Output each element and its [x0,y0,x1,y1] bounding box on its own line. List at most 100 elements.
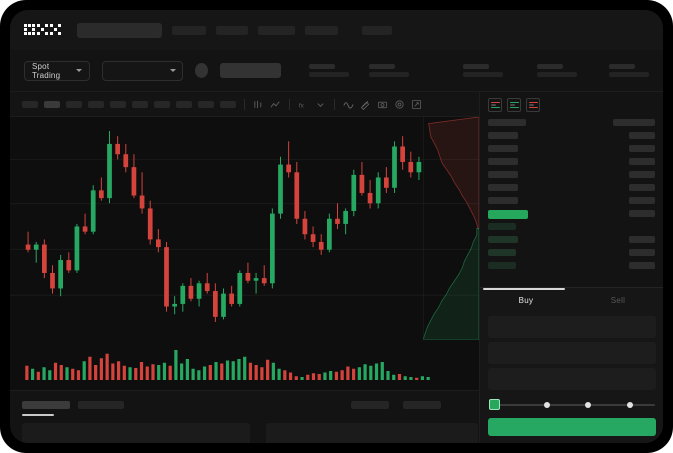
orderbook-amount-cell [629,184,655,191]
orderbook-mode-bar [509,101,519,104]
slider-step-50[interactable] [585,401,592,408]
orderbook-last-price-row[interactable] [488,209,655,219]
okx-logo-k [37,23,48,35]
order-price-field[interactable] [488,316,656,338]
settings-gear-icon[interactable] [394,99,405,110]
slider-step-75[interactable] [626,401,633,408]
orderbook-row[interactable] [488,183,655,192]
order-amount-field[interactable] [488,342,656,364]
orderbook-row[interactable] [488,261,655,270]
nav-item-2[interactable] [216,25,248,35]
timeframe-button-10[interactable] [220,100,236,108]
orderbook-amount-cell [629,249,655,256]
stat-24h-high [463,64,503,77]
orderbook-row[interactable] [488,144,655,153]
orderbook-amount-cell [629,158,655,165]
candlestick-chart-icon[interactable] [253,99,264,110]
fullscreen-icon[interactable] [411,99,422,110]
top-navigation-bar [10,10,663,50]
orderbook-amount-cell [629,145,655,152]
orderbook-row[interactable] [488,222,655,231]
toolbar-divider [289,98,290,110]
bottom-action-2[interactable] [403,401,441,409]
pair-select-dropdown[interactable] [102,60,184,81]
orderbook-row[interactable] [488,118,655,127]
slider-handle[interactable] [489,399,500,410]
buy-tab-active-underline [483,288,565,290]
orderbook-row[interactable] [488,170,655,179]
orderbook-price-cell [488,262,516,269]
line-chart-icon[interactable] [270,99,281,110]
timeframe-button-7[interactable] [154,100,170,108]
orderbook-and-form-column: Buy Sell [479,92,663,443]
wave-chart-icon[interactable] [343,99,354,110]
orderbook-price-cell [488,197,518,204]
orderbook-rows[interactable] [480,116,663,270]
price-chart-area[interactable] [10,117,479,390]
chevron-down-icon [170,69,177,72]
okx-logo[interactable] [24,23,61,37]
orderbook-row[interactable] [488,248,655,257]
slider-step-25[interactable] [543,401,550,408]
bottom-tab-order-history[interactable] [78,401,124,409]
buy-sell-tabs: Buy Sell [480,288,663,312]
orders-bottom-panel [10,390,479,443]
chart-toolbar: fx [10,92,479,117]
tab-sell[interactable]: Sell [610,295,626,305]
ruler-icon[interactable] [360,99,371,110]
timeframe-button-5[interactable] [110,100,126,108]
timeframe-button-1[interactable] [22,100,38,108]
timeframe-button-4[interactable] [88,100,104,108]
global-search-input[interactable] [77,22,162,38]
orderbook-amount-cell [629,171,655,178]
place-buy-order-button[interactable] [488,418,656,436]
orderbook-mode-bids[interactable] [507,98,521,112]
market-depth-overlay [423,117,479,340]
okx-logo-o [24,23,35,35]
market-type-dropdown[interactable]: Spot Trading [24,60,91,81]
orderbook-price-cell [488,145,518,152]
chevron-down-icon[interactable] [315,99,326,110]
stat-24h-volume [609,64,649,77]
chevron-down-icon [76,69,83,72]
orderbook-row[interactable] [488,196,655,205]
tab-buy[interactable]: Buy [518,295,534,305]
orderbook-row[interactable] [488,131,655,140]
timeframe-button-9[interactable] [198,100,214,108]
bottom-panel-right [266,423,478,443]
orderbook-last-price [488,210,528,219]
orderbook-amount-cell [629,197,655,204]
camera-icon[interactable] [377,99,388,110]
orderbook-amount-cell [629,262,655,269]
bottom-tab-open-orders[interactable] [22,401,70,409]
nav-item-3[interactable] [258,25,295,35]
orderbook-price-cell [488,132,518,139]
toolbar-divider [334,98,335,110]
timeframe-button-8[interactable] [176,100,192,108]
orderbook-display-modes [480,92,663,116]
orderbook-price-cell [488,236,518,243]
timeframe-button-2[interactable] [44,100,60,108]
orderbook-mode-bar [509,104,515,106]
orderbook-mode-both[interactable] [488,98,502,112]
nav-item-1[interactable] [172,25,206,35]
timeframe-button-6[interactable] [132,100,148,108]
nav-item-5[interactable] [362,25,392,35]
orderbook-row[interactable] [488,235,655,244]
order-amount-slider[interactable] [489,399,655,410]
stat-24h-low [537,64,577,77]
order-total-field[interactable] [488,368,656,390]
timeframe-button-3[interactable] [66,100,82,108]
orderbook-mode-bar [490,106,500,109]
orderbook-row[interactable] [488,157,655,166]
orderbook-price-cell [488,171,518,178]
indicators-icon[interactable]: fx [298,99,309,110]
orderbook-mode-asks[interactable] [526,98,540,112]
pair-coin-avatar [195,63,209,78]
orderbook-mode-bar [528,106,538,109]
candlestick-chart[interactable] [10,117,479,332]
market-ticker-bar: Spot Trading [10,50,663,92]
bottom-action-1[interactable] [351,401,389,409]
nav-item-4[interactable] [305,25,338,35]
